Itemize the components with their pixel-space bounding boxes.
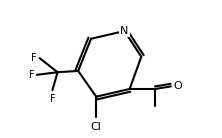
Text: F: F	[29, 70, 34, 80]
Text: O: O	[173, 81, 182, 91]
Text: Cl: Cl	[91, 122, 102, 132]
Text: N: N	[120, 26, 129, 36]
Text: F: F	[31, 53, 37, 63]
Text: F: F	[50, 94, 55, 104]
